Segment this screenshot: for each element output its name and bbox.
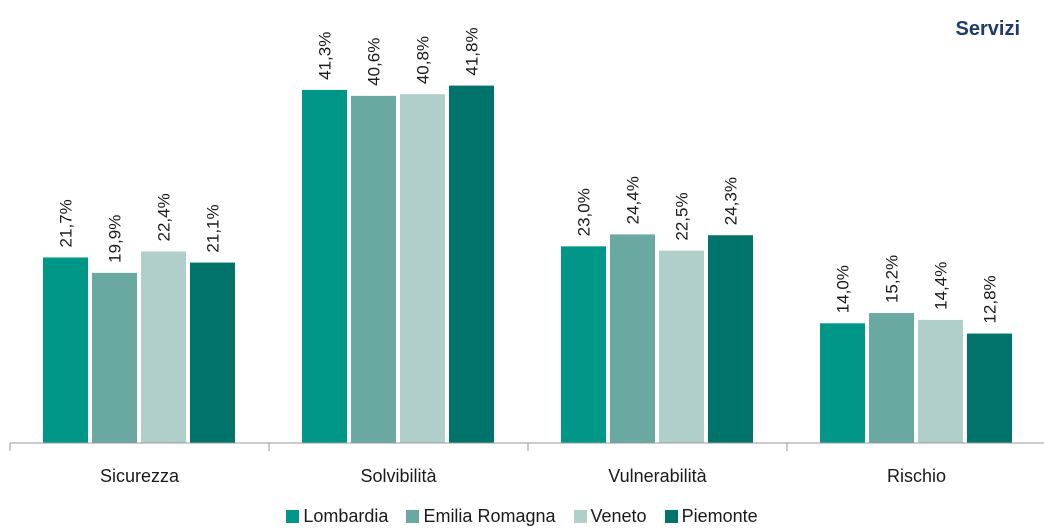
legend-swatch bbox=[573, 510, 587, 523]
x-tick-label: Vulnerabilità bbox=[608, 466, 707, 486]
legend-label: Lombardia bbox=[303, 506, 389, 526]
x-ticks-group bbox=[9, 443, 788, 451]
bar bbox=[820, 323, 865, 443]
x-tick-label: Solvibilità bbox=[360, 466, 437, 486]
data-labels-group: 21,7% 19,9% 22,4% 21,1% 41,3% 40,6% 40,8% 41,8%… bbox=[57, 27, 1000, 323]
data-label: 21,7% bbox=[57, 199, 76, 247]
bar bbox=[190, 262, 235, 443]
bar bbox=[610, 234, 655, 443]
bar bbox=[659, 250, 704, 443]
legend: Lombardia Emilia Romagna Veneto Piemonte bbox=[0, 506, 1044, 527]
x-tick-label: Rischio bbox=[887, 466, 946, 486]
data-label: 41,3% bbox=[316, 32, 335, 80]
data-label: 23,0% bbox=[575, 188, 594, 236]
bar bbox=[141, 251, 186, 443]
bar bbox=[351, 95, 396, 444]
data-label: 22,4% bbox=[155, 193, 174, 241]
legend-label: Veneto bbox=[590, 506, 647, 526]
bar bbox=[708, 235, 753, 443]
legend-swatch bbox=[406, 510, 420, 523]
legend-label: Emilia Romagna bbox=[423, 506, 556, 526]
data-label: 15,2% bbox=[883, 255, 902, 303]
bar bbox=[869, 313, 914, 443]
data-label: 40,8% bbox=[414, 36, 433, 84]
chart-title: Servizi bbox=[955, 18, 1020, 40]
data-label: 14,4% bbox=[932, 262, 951, 310]
bar bbox=[302, 89, 347, 443]
data-label: 21,1% bbox=[204, 204, 223, 252]
data-label: 24,4% bbox=[624, 176, 643, 224]
bar bbox=[92, 272, 137, 443]
bar bbox=[561, 246, 606, 443]
legend-item: Lombardia bbox=[286, 506, 388, 527]
x-tick-label: Sicurezza bbox=[100, 466, 180, 486]
legend-swatch bbox=[664, 510, 678, 523]
bar bbox=[449, 85, 494, 444]
data-label: 22,5% bbox=[673, 192, 692, 240]
data-label: 14,0% bbox=[834, 265, 853, 313]
bar bbox=[918, 319, 963, 443]
data-label: 19,9% bbox=[106, 215, 125, 263]
legend-swatch bbox=[286, 510, 300, 523]
bar bbox=[967, 333, 1012, 443]
data-label: 41,8% bbox=[463, 27, 482, 75]
data-label: 24,3% bbox=[722, 177, 741, 225]
bar bbox=[43, 257, 88, 443]
legend-label: Piemonte bbox=[681, 506, 758, 526]
data-label: 12,8% bbox=[981, 275, 1000, 323]
legend-item: Piemonte bbox=[664, 506, 758, 527]
legend-item: Emilia Romagna bbox=[406, 506, 556, 527]
bar bbox=[400, 94, 445, 443]
x-tick-labels-group: Sicurezza Solvibilità Vulnerabilità Rischio bbox=[100, 466, 946, 486]
legend-item: Veneto bbox=[573, 506, 647, 527]
data-label: 40,6% bbox=[365, 38, 384, 86]
bars-group bbox=[43, 85, 1012, 444]
